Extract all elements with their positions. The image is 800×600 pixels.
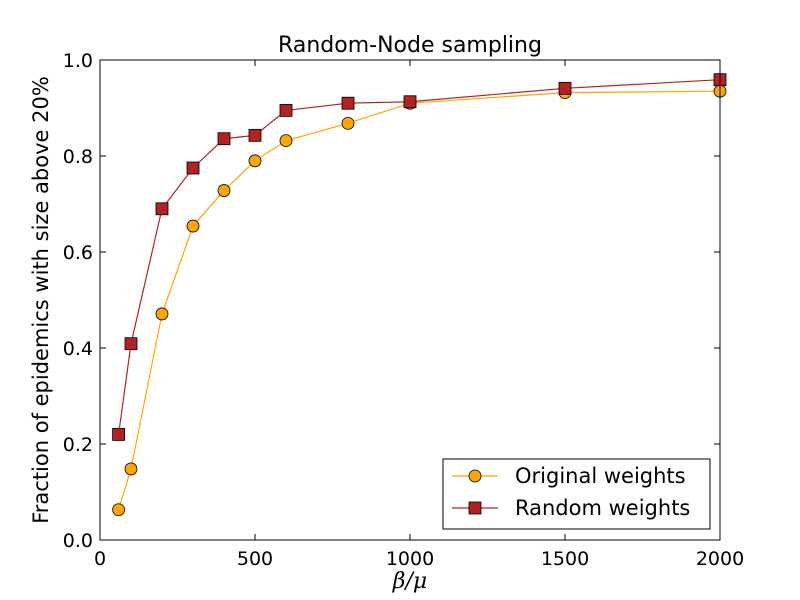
data-point-1-1 xyxy=(124,337,138,351)
y-tick-label-2: 0.4 xyxy=(63,338,93,360)
x-axis-label: β/μ xyxy=(392,569,427,594)
chart-title: Random-Node sampling xyxy=(278,33,542,58)
y-tick-label-5: 1.0 xyxy=(63,50,93,72)
data-point-0-4 xyxy=(217,184,231,197)
legend: Original weights Random weights xyxy=(442,458,711,530)
data-point-0-1 xyxy=(124,462,138,476)
data-point-1-8 xyxy=(403,95,417,109)
series-line-1 xyxy=(118,79,721,435)
y-tick-label-4: 0.8 xyxy=(63,146,93,168)
y-axis-label: Fraction of epidemics with size above 20… xyxy=(29,76,53,524)
data-point-1-5 xyxy=(248,128,262,142)
legend-label-1: Random weights xyxy=(515,496,690,520)
data-point-1-9 xyxy=(558,81,572,95)
data-point-1-2 xyxy=(155,202,169,216)
y-tick-label-3: 0.6 xyxy=(63,242,93,264)
data-point-1-4 xyxy=(217,132,231,146)
x-tick-label-2: 1000 xyxy=(386,548,434,570)
legend-label-0: Original weights xyxy=(515,464,686,488)
data-point-0-3 xyxy=(186,219,200,233)
data-point-0-2 xyxy=(155,307,169,321)
x-tick-label-1: 500 xyxy=(237,548,273,570)
legend-box xyxy=(442,458,711,530)
data-point-1-0 xyxy=(112,427,125,441)
plot-area xyxy=(99,59,727,541)
data-point-1-7 xyxy=(341,96,355,110)
data-point-0-7 xyxy=(341,116,355,130)
data-point-1-6 xyxy=(279,104,293,117)
x-tick-label-3: 1500 xyxy=(541,548,589,570)
x-tick-label-0: 0 xyxy=(94,548,106,570)
x-tick-label-4: 2000 xyxy=(696,548,744,570)
legend-marker-0 xyxy=(468,469,482,483)
data-point-1-3 xyxy=(186,161,200,175)
axis-ticks: 0 500 1000 1500 2000 0.0 0.2 0.4 0.6 0.8 1.0 xyxy=(63,50,744,570)
y-tick-label-0: 0.0 xyxy=(63,530,93,552)
data-point-0-5 xyxy=(248,154,262,168)
data-point-0-0 xyxy=(112,503,125,517)
legend-marker-1 xyxy=(468,501,482,515)
data-point-0-6 xyxy=(279,134,293,148)
y-tick-label-1: 0.2 xyxy=(63,434,93,456)
series-line-0 xyxy=(118,90,721,510)
